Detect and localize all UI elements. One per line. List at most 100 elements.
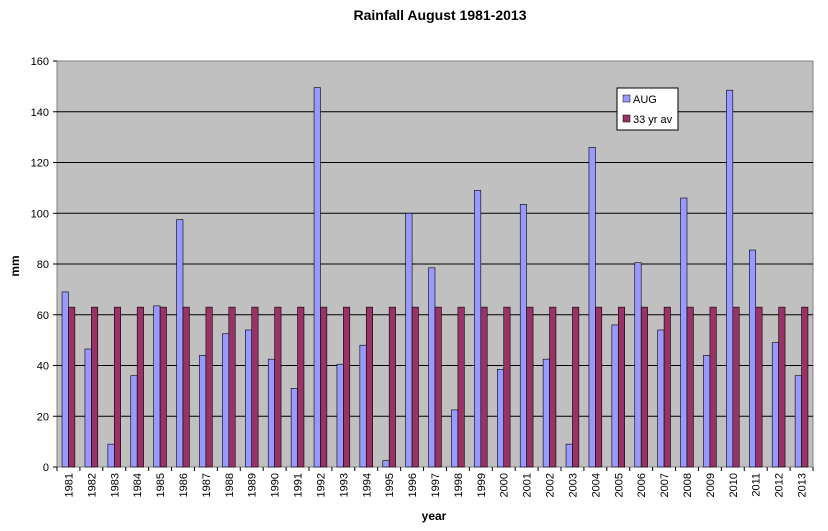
bar-aug-2006	[634, 262, 642, 468]
bar-aug-1995	[382, 460, 390, 468]
bar-average-2007	[663, 306, 671, 468]
x-tick-label: 1994	[361, 473, 373, 497]
bar-average-2004	[595, 306, 603, 468]
legend: AUG 33 yr av	[616, 87, 679, 131]
bar-average-2000	[503, 306, 511, 468]
bar-average-1994	[365, 306, 373, 468]
bar-aug-1982	[84, 348, 92, 468]
x-tick-label: 2009	[705, 473, 717, 497]
y-axis-ticks: 0 20 40 60 80 100 120 140 160	[31, 56, 57, 474]
bar-aug-1989	[245, 329, 253, 468]
x-tick-label: 2004	[590, 473, 602, 497]
x-tick-label: 2013	[797, 473, 809, 497]
x-tick-label: 2012	[774, 473, 786, 497]
bar-aug-1983	[107, 443, 115, 468]
y-tick-label: 0	[43, 462, 49, 474]
bar-average-2010	[732, 306, 740, 468]
bar-aug-1985	[153, 305, 161, 468]
x-tick-label: 2007	[659, 473, 671, 497]
bar-aug-1984	[130, 375, 138, 468]
x-tick-label: 1982	[86, 473, 98, 497]
x-tick-label: 1996	[407, 473, 419, 497]
legend-label-aug: AUG	[633, 94, 657, 106]
bar-average-2008	[686, 306, 694, 468]
x-tick-label: 1987	[201, 473, 213, 497]
x-tick-label: 2003	[567, 473, 579, 497]
bar-aug-1988	[222, 333, 230, 468]
bar-aug-1999	[474, 190, 482, 468]
x-tick-label: 2005	[613, 473, 625, 497]
bar-aug-1994	[359, 344, 367, 468]
x-tick-label: 1997	[430, 473, 442, 497]
bar-average-1981	[68, 306, 76, 468]
bar-average-1989	[251, 306, 259, 468]
bar-aug-2000	[497, 369, 505, 468]
x-tick-label: 2001	[522, 473, 534, 497]
bar-aug-1996	[405, 212, 413, 468]
bar-average-2011	[755, 306, 763, 468]
x-tick-label: 1995	[384, 473, 396, 497]
y-tick-label: 20	[37, 411, 49, 423]
x-tick-label: 1989	[247, 473, 259, 497]
y-tick-label: 80	[37, 259, 49, 271]
x-tick-label: 1993	[338, 473, 350, 497]
x-axis-ticks: 1981 1982 1983 1984 1985 1986 1987 1988 1989 1990…	[56, 467, 814, 497]
x-tick-label: 1981	[63, 473, 75, 497]
x-tick-label: 1990	[270, 473, 282, 497]
bar-aug-2010	[726, 89, 734, 468]
x-tick-label: 2008	[682, 473, 694, 497]
bar-average-1990	[274, 306, 282, 468]
bar-average-2005	[617, 306, 625, 468]
bar-average-2009	[709, 306, 717, 468]
y-tick-label: 40	[37, 361, 49, 373]
bar-average-1987	[205, 306, 213, 468]
x-tick-label: 2002	[545, 473, 557, 497]
bar-average-1982	[91, 306, 99, 468]
x-tick-label: 2000	[499, 473, 511, 497]
bar-average-1988	[228, 306, 236, 468]
bar-aug-2004	[588, 146, 596, 468]
x-tick-label: 1986	[178, 473, 190, 497]
bar-aug-1986	[176, 219, 184, 468]
bar-aug-1990	[267, 358, 275, 468]
bar-aug-1997	[428, 267, 436, 468]
bar-aug-2002	[542, 358, 550, 468]
bar-average-1996	[411, 306, 419, 468]
bar-aug-2007	[657, 329, 665, 468]
bar-average-1983	[113, 306, 121, 468]
x-tick-label: 1988	[224, 473, 236, 497]
y-tick-label: 60	[37, 310, 49, 322]
bar-average-1995	[388, 306, 396, 468]
bar-aug-1998	[451, 409, 459, 468]
y-tick-label: 100	[31, 208, 49, 220]
bar-average-1984	[136, 306, 144, 468]
bar-average-1997	[434, 306, 442, 468]
y-tick-label: 140	[31, 107, 49, 119]
bar-average-2006	[640, 306, 648, 468]
bar-average-1998	[457, 306, 465, 468]
bar-average-2001	[526, 306, 534, 468]
bar-average-1991	[297, 306, 305, 468]
x-tick-label: 1985	[155, 473, 167, 497]
bar-aug-2009	[703, 355, 711, 468]
chart-title: Rainfall August 1981-2013	[354, 7, 527, 23]
bar-average-1992	[320, 306, 328, 468]
bar-aug-1992	[313, 87, 321, 468]
bar-average-1986	[182, 306, 190, 468]
bar-average-1985	[159, 306, 167, 468]
x-tick-label: 1999	[476, 473, 488, 497]
bar-aug-2001	[519, 204, 527, 468]
bar-aug-2012	[771, 342, 779, 468]
x-tick-label: 2010	[728, 473, 740, 497]
bar-aug-1993	[336, 363, 344, 468]
y-tick-label: 160	[31, 56, 49, 68]
x-tick-label: 2006	[636, 473, 648, 497]
x-tick-label: 2011	[751, 473, 763, 497]
bar-average-2002	[549, 306, 557, 468]
x-tick-label: 1991	[293, 473, 305, 497]
legend-label-average: 33 yr av	[633, 114, 673, 126]
bar-average-2003	[572, 306, 580, 468]
bar-average-2012	[778, 306, 786, 468]
bar-aug-2003	[565, 443, 573, 468]
